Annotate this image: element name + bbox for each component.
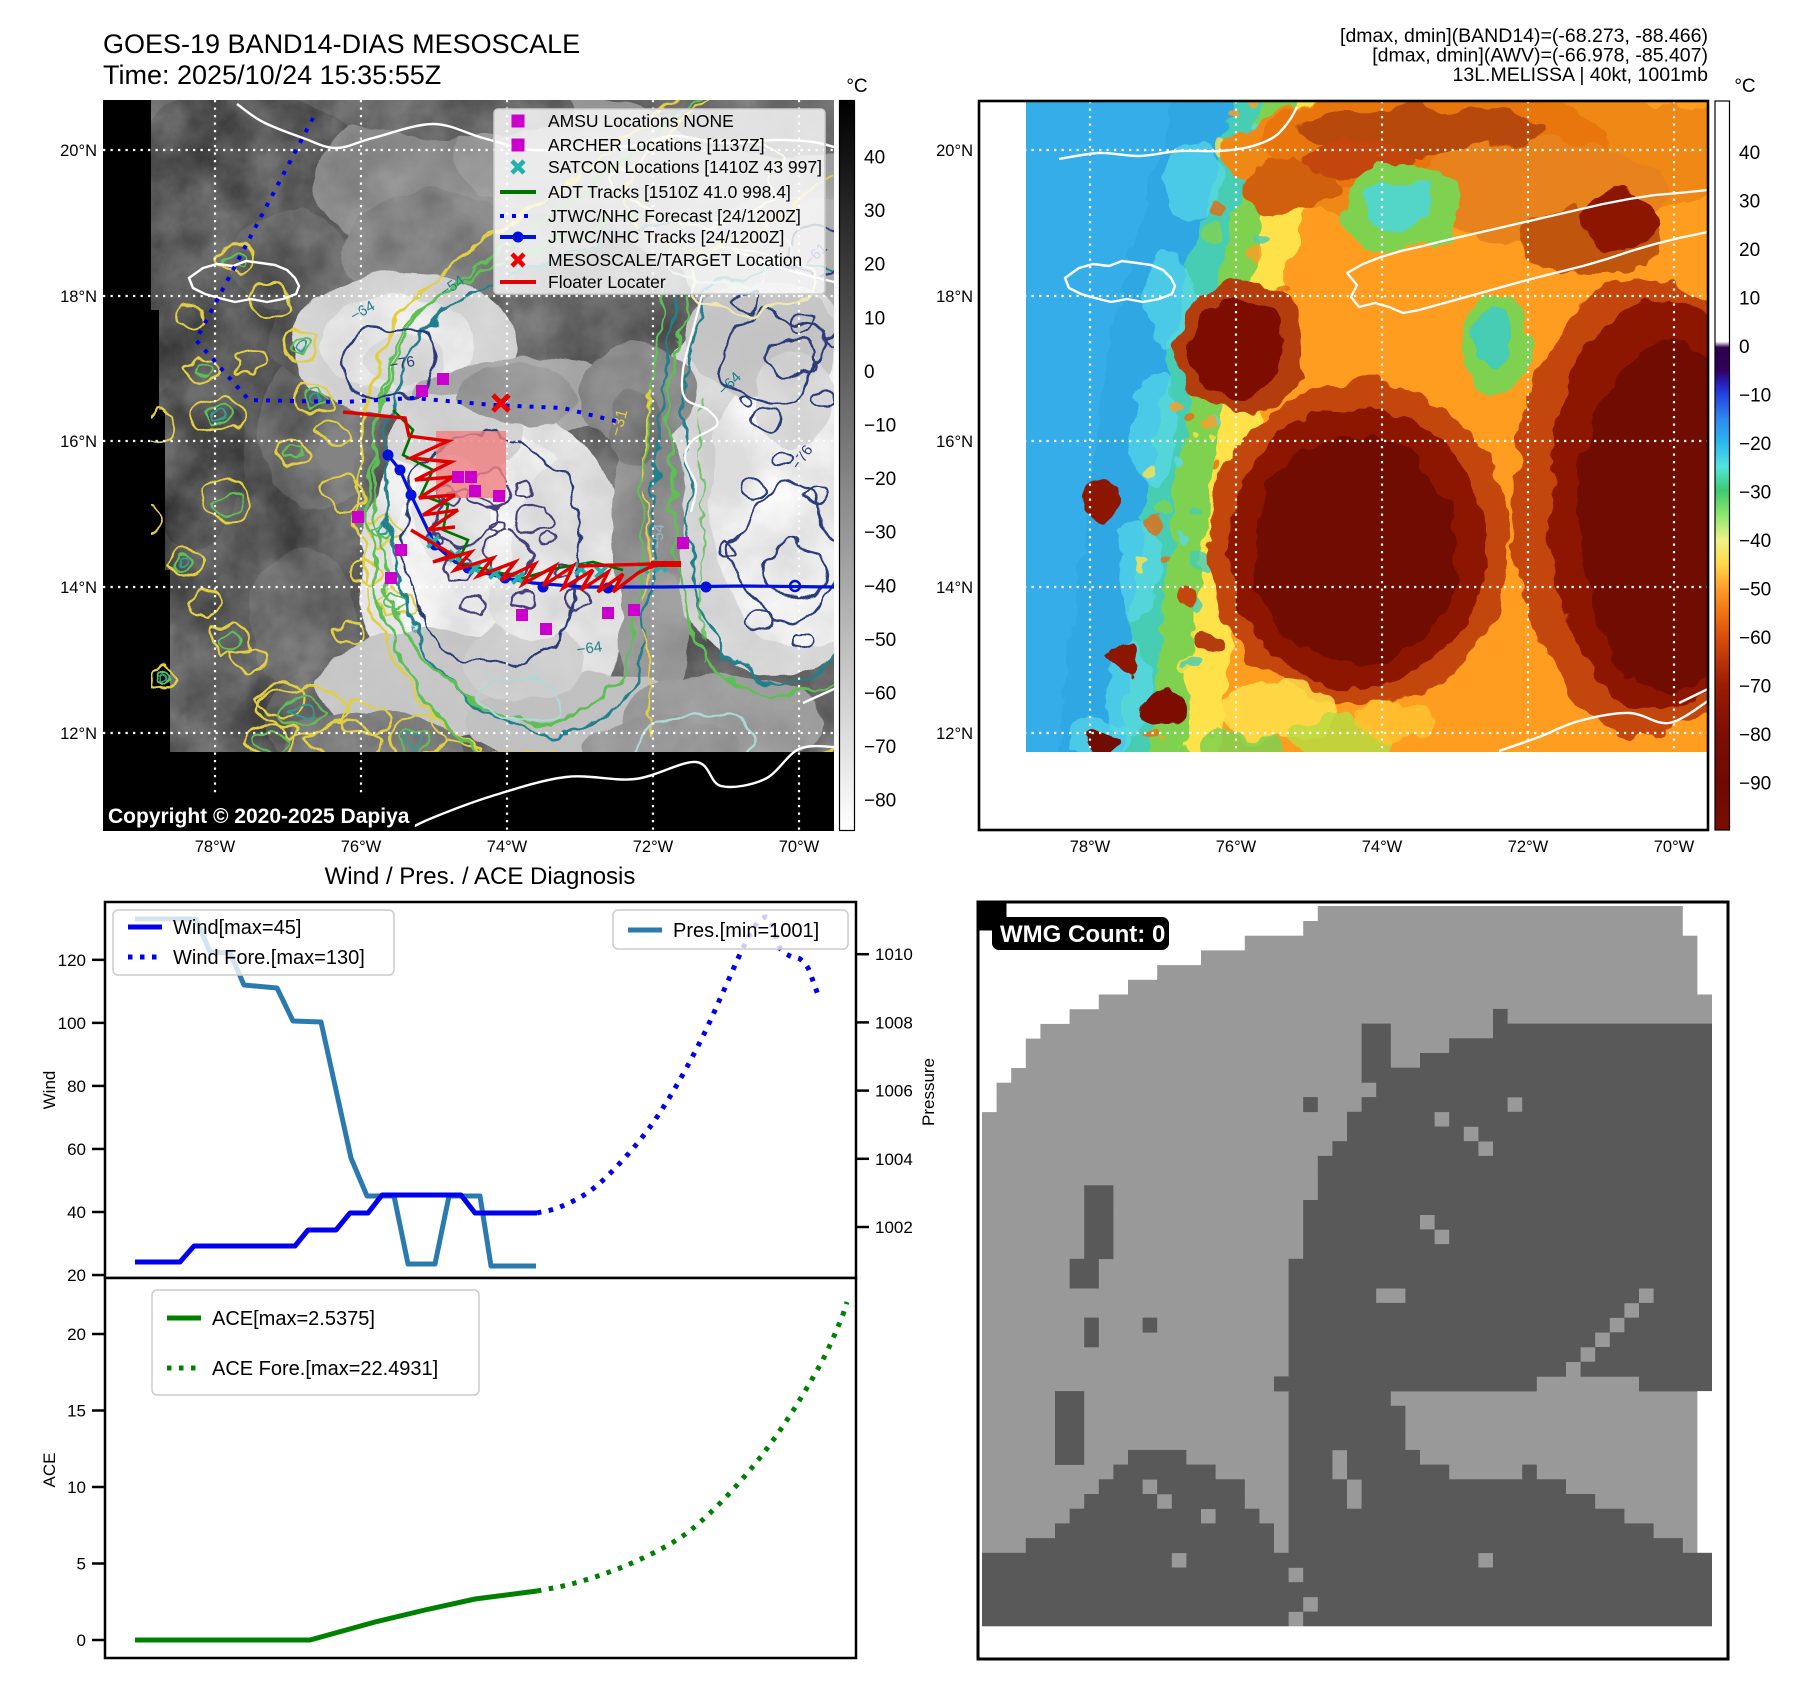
svg-text:0: 0	[77, 1631, 86, 1650]
svg-text:20: 20	[67, 1266, 86, 1285]
svg-text:SATCON Locations [1410Z 43 997: SATCON Locations [1410Z 43 997]	[548, 157, 822, 177]
svg-text:−80: −80	[864, 791, 896, 812]
svg-text:Floater Locater: Floater Locater	[548, 272, 666, 292]
svg-text:ADT Tracks [1510Z 41.0 998.4]: ADT Tracks [1510Z 41.0 998.4]	[548, 182, 791, 202]
svg-text:−40: −40	[864, 576, 896, 597]
svg-text:[dmax, dmin](AWV)=(-66.978, -8: [dmax, dmin](AWV)=(-66.978, -85.407)	[1372, 45, 1708, 67]
svg-text:GOES-19 BAND14-DIAS MESOSCALE: GOES-19 BAND14-DIAS MESOSCALE	[103, 29, 580, 59]
svg-text:72°W: 72°W	[633, 838, 674, 856]
svg-text:−50: −50	[1739, 579, 1771, 600]
svg-text:−64: −64	[576, 638, 604, 658]
svg-text:12°N: 12°N	[60, 725, 97, 743]
svg-text:AMSU Locations NONE: AMSU Locations NONE	[548, 111, 734, 131]
svg-text:ACE[max=2.5375]: ACE[max=2.5375]	[212, 1308, 375, 1330]
svg-text:70°W: 70°W	[1654, 838, 1695, 856]
svg-text:80: 80	[67, 1077, 86, 1096]
svg-text:70°W: 70°W	[779, 838, 820, 856]
svg-text:20°N: 20°N	[60, 142, 97, 160]
svg-text:10: 10	[67, 1478, 86, 1497]
svg-text:−31: −31	[608, 407, 631, 438]
svg-text:120: 120	[58, 951, 86, 970]
svg-text:16°N: 16°N	[936, 433, 973, 451]
svg-text:0: 0	[1739, 337, 1750, 358]
svg-text:Wind / Pres. / ACE Diagnosis: Wind / Pres. / ACE Diagnosis	[325, 863, 636, 890]
svg-text:−30: −30	[1739, 482, 1771, 503]
svg-text:Wind[max=45]: Wind[max=45]	[173, 917, 301, 939]
svg-text:Wind Fore.[max=130]: Wind Fore.[max=130]	[173, 947, 365, 969]
svg-text:WMG Count: 0: WMG Count: 0	[1000, 921, 1165, 948]
svg-text:16°N: 16°N	[60, 433, 97, 451]
svg-text:60: 60	[67, 1140, 86, 1159]
svg-text:20°N: 20°N	[936, 142, 973, 160]
svg-text:74°W: 74°W	[1362, 838, 1403, 856]
svg-text:74°W: 74°W	[487, 838, 528, 856]
svg-text:−10: −10	[864, 416, 896, 437]
svg-text:76°W: 76°W	[1216, 838, 1257, 856]
svg-text:Pressure: Pressure	[919, 1058, 938, 1126]
svg-text:1008: 1008	[875, 1013, 913, 1032]
svg-text:40: 40	[1739, 143, 1760, 164]
svg-text:12°N: 12°N	[936, 725, 973, 743]
svg-text:−54: −54	[649, 523, 668, 550]
svg-text:−70: −70	[864, 737, 896, 758]
svg-text:78°W: 78°W	[195, 838, 236, 856]
svg-text:Pres.[min=1001]: Pres.[min=1001]	[673, 920, 819, 942]
svg-text:100: 100	[58, 1014, 86, 1033]
svg-text:−40: −40	[1739, 531, 1771, 552]
svg-text:14°N: 14°N	[936, 579, 973, 597]
svg-text:ACE Fore.[max=22.4931]: ACE Fore.[max=22.4931]	[212, 1358, 438, 1380]
svg-text:Wind: Wind	[40, 1071, 59, 1110]
svg-text:1004: 1004	[875, 1150, 913, 1169]
svg-text:20: 20	[67, 1325, 86, 1344]
svg-text:−20: −20	[1739, 434, 1771, 455]
svg-text:76°W: 76°W	[341, 838, 382, 856]
svg-text:1002: 1002	[875, 1218, 913, 1237]
svg-text:−80: −80	[1739, 725, 1771, 746]
svg-text:−20: −20	[864, 469, 896, 490]
svg-text:13L.MELISSA | 40kt, 1001mb: 13L.MELISSA | 40kt, 1001mb	[1453, 64, 1709, 86]
svg-text:10: 10	[864, 308, 885, 329]
svg-text:72°W: 72°W	[1508, 838, 1549, 856]
svg-text:−60: −60	[864, 684, 896, 705]
svg-text:−10: −10	[1739, 385, 1771, 406]
svg-text:15: 15	[67, 1402, 86, 1421]
svg-text:14°N: 14°N	[60, 579, 97, 597]
svg-text:20: 20	[1739, 240, 1760, 261]
svg-text:−30: −30	[864, 523, 896, 544]
svg-text:20: 20	[864, 255, 885, 276]
svg-text:−50: −50	[864, 630, 896, 651]
svg-text:−70: −70	[1739, 676, 1771, 697]
svg-text:18°N: 18°N	[936, 288, 973, 306]
svg-text:°C: °C	[846, 76, 867, 97]
svg-text:°C: °C	[1734, 76, 1755, 97]
svg-text:40: 40	[67, 1203, 86, 1222]
svg-text:−60: −60	[1739, 628, 1771, 649]
svg-text:5: 5	[77, 1555, 86, 1574]
svg-text:10: 10	[1739, 288, 1760, 309]
svg-text:JTWC/NHC Forecast [24/1200Z]: JTWC/NHC Forecast [24/1200Z]	[548, 206, 801, 226]
svg-text:40: 40	[864, 148, 885, 169]
svg-text:ARCHER Locations [1137Z]: ARCHER Locations [1137Z]	[548, 135, 765, 155]
svg-text:1006: 1006	[875, 1082, 913, 1101]
svg-text:ACE: ACE	[40, 1453, 59, 1488]
svg-text:78°W: 78°W	[1070, 838, 1111, 856]
svg-text:−76: −76	[388, 353, 416, 374]
svg-text:18°N: 18°N	[60, 288, 97, 306]
svg-text:1010: 1010	[875, 945, 913, 964]
svg-text:MESOSCALE/TARGET Location: MESOSCALE/TARGET Location	[548, 250, 802, 270]
svg-text:JTWC/NHC Tracks [24/1200Z]: JTWC/NHC Tracks [24/1200Z]	[548, 227, 784, 247]
svg-text:Time: 2025/10/24 15:35:55Z: Time: 2025/10/24 15:35:55Z	[103, 60, 441, 90]
svg-text:Copyright © 2020-2025 Dapiya: Copyright © 2020-2025 Dapiya	[108, 805, 410, 828]
svg-text:0: 0	[864, 362, 875, 383]
svg-text:[dmax, dmin](BAND14)=(-68.273,: [dmax, dmin](BAND14)=(-68.273, -88.466)	[1340, 25, 1708, 47]
svg-text:30: 30	[1739, 191, 1760, 212]
svg-text:30: 30	[864, 201, 885, 222]
svg-text:−90: −90	[1739, 773, 1771, 794]
